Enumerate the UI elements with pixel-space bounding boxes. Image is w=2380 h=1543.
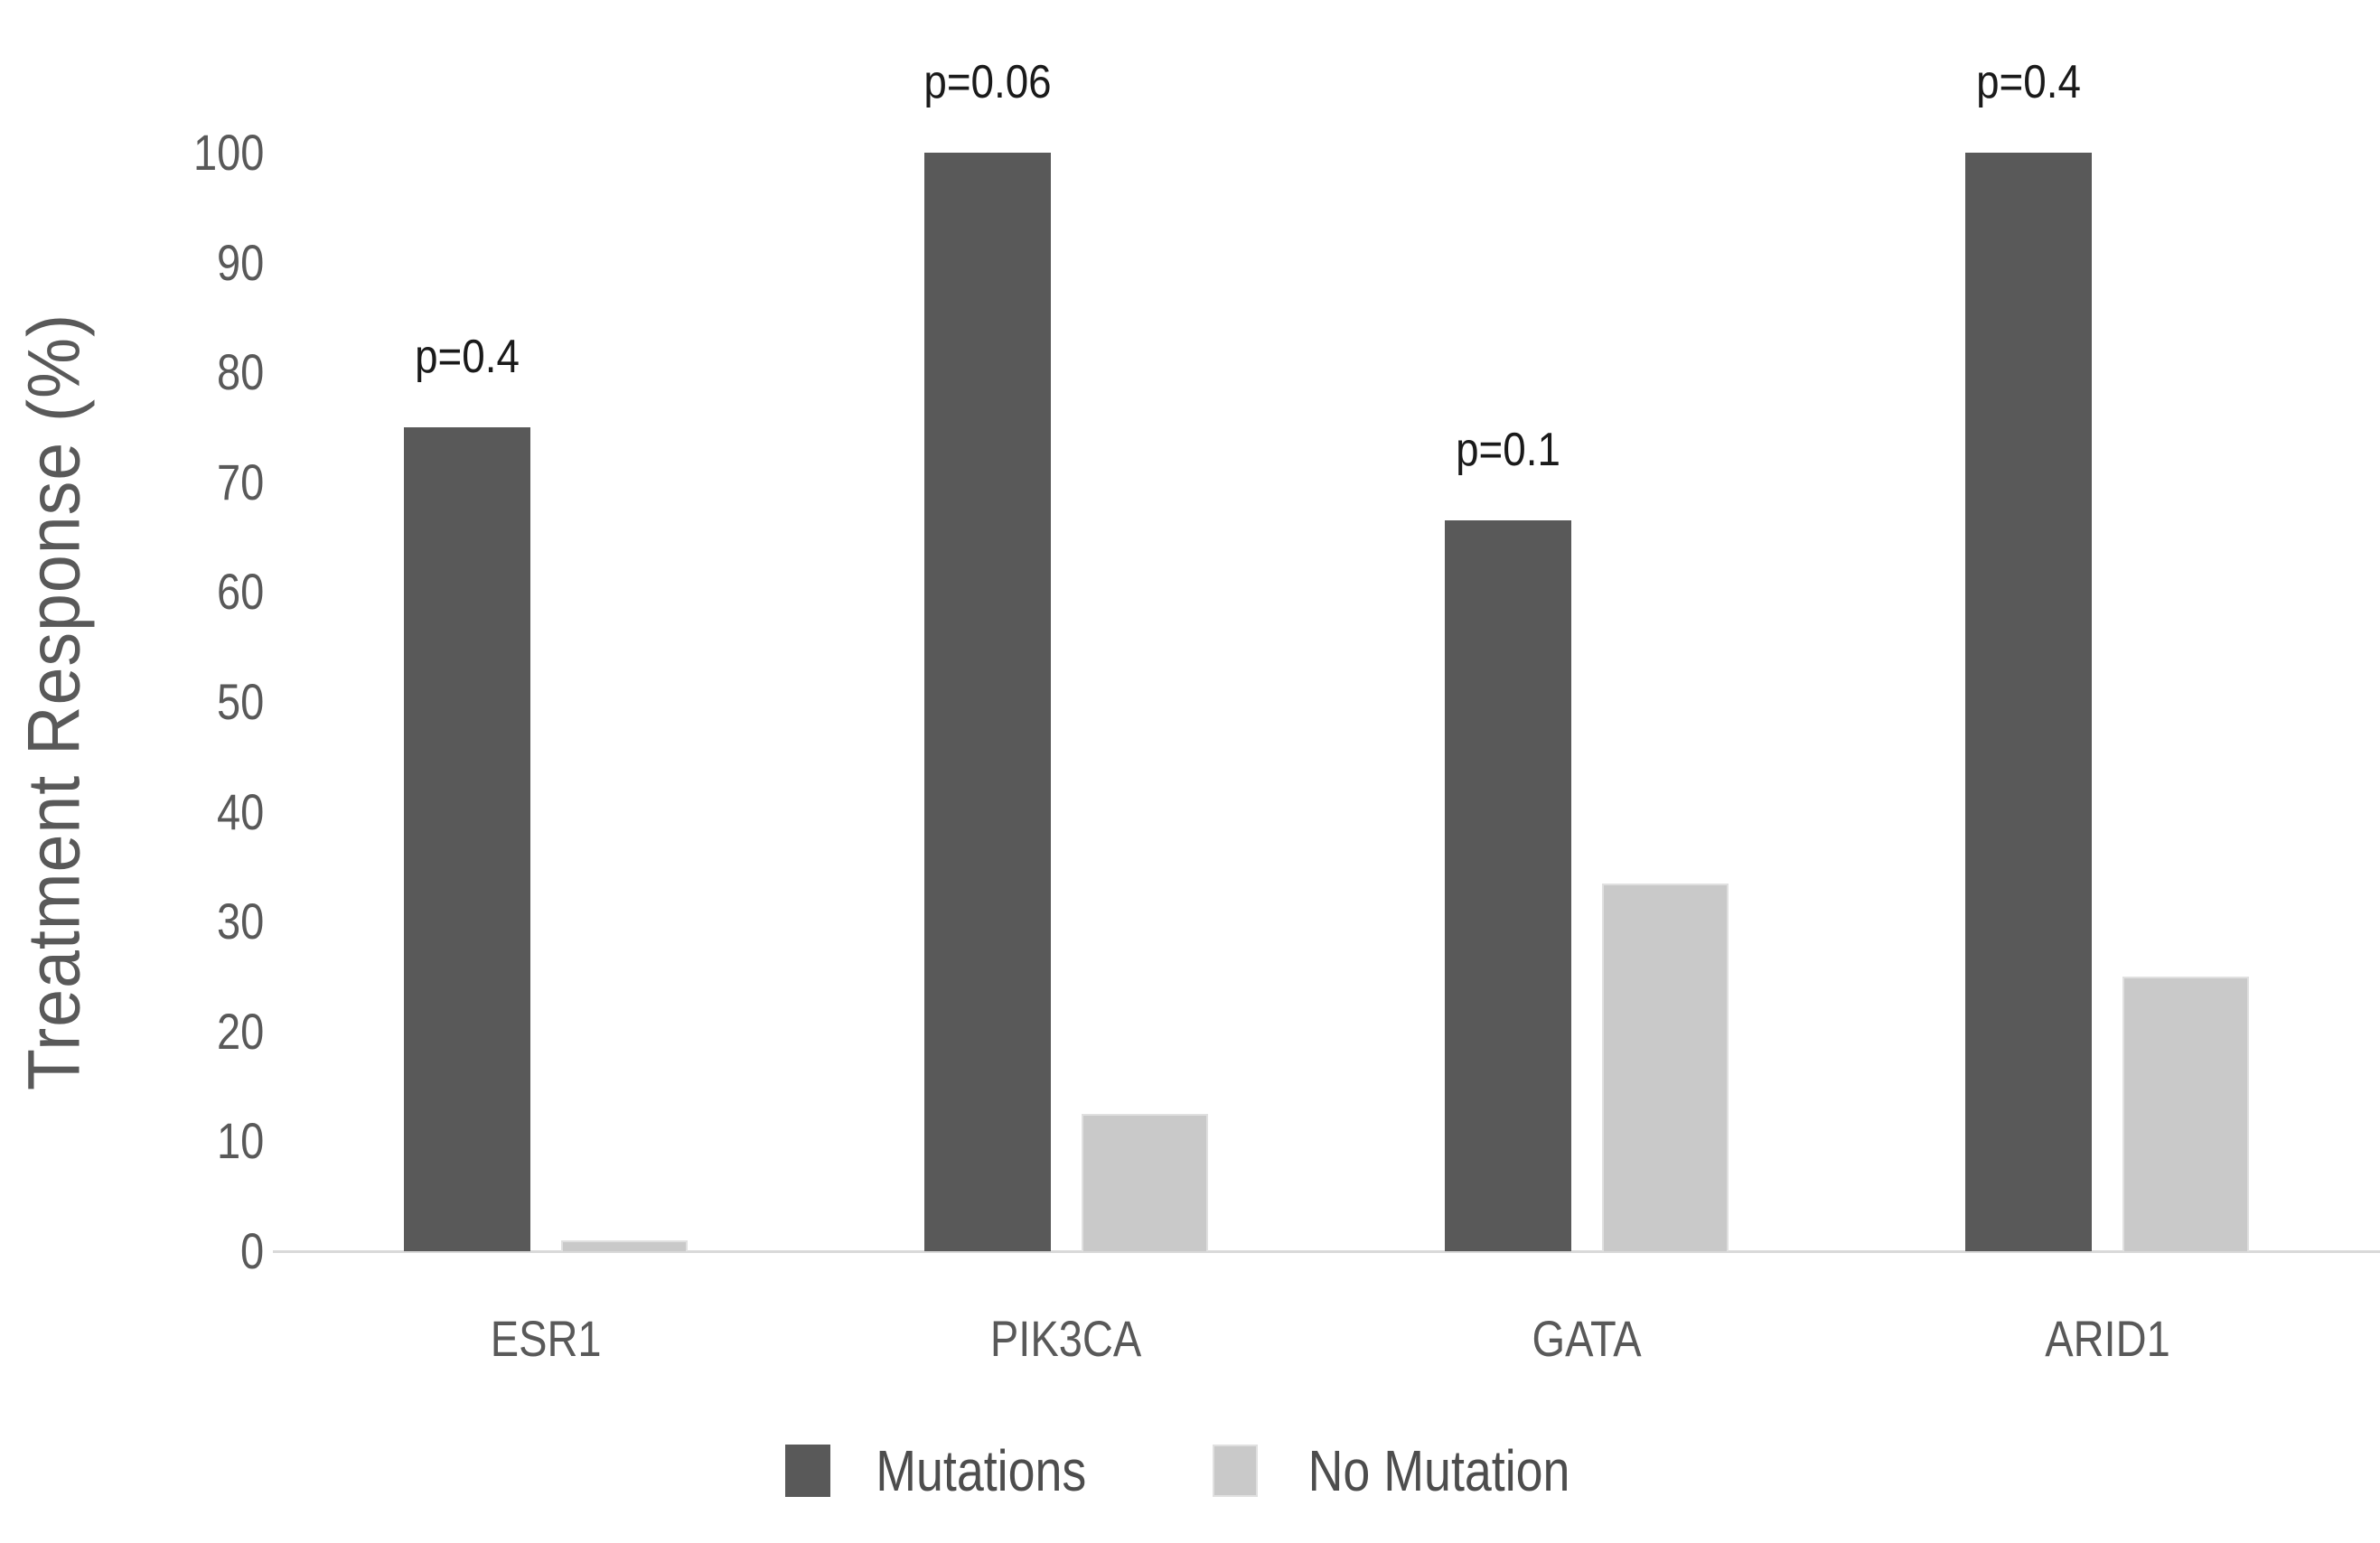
bar-group-gata: p=0.1 — [1326, 153, 1847, 1251]
legend: Mutations No Mutation — [0, 1442, 2380, 1500]
x-category-text: ESR1 — [490, 1310, 602, 1367]
bar-group-arid1: p=0.4 — [1847, 59, 2367, 1251]
y-tick-text: 40 — [216, 782, 264, 840]
legend-swatch-mutations — [784, 1445, 830, 1497]
bar-group-pik3ca: p=0.06 — [806, 59, 1326, 1251]
y-tick-label: 90 — [0, 233, 264, 291]
y-tick-text: 50 — [216, 673, 264, 730]
x-category-label-arid1: ARID1 — [1847, 1312, 2367, 1366]
y-tick-label: 30 — [0, 896, 264, 947]
legend-item-mutations: Mutations — [784, 1438, 1106, 1503]
x-category-label-gata: GATA — [1326, 1312, 1847, 1366]
y-tick-text: 100 — [192, 124, 264, 181]
y-tick-label: 50 — [0, 677, 264, 727]
y-tick-label: 60 — [0, 566, 264, 617]
bar-mutations-pik3ca: p=0.06 — [923, 59, 1052, 1251]
bar-mutations-arid1: p=0.4 — [1965, 59, 2092, 1251]
y-axis-tick-labels: 0 10 20 30 40 50 60 70 80 90 100 — [0, 0, 264, 1543]
bar-groups: p=0.4 p=0.06 p=0.1 p=0.4 — [286, 59, 2367, 1251]
y-tick-text: 20 — [216, 1002, 264, 1060]
x-category-label-esr1: ESR1 — [286, 1312, 806, 1366]
y-tick-text: 70 — [216, 453, 264, 510]
y-tick-label: 10 — [0, 1116, 264, 1166]
y-tick-text: 0 — [239, 1222, 264, 1279]
x-axis-category-labels: ESR1 PIK3CA GATA ARID1 — [286, 1312, 2367, 1366]
bar-mutations-esr1: p=0.4 — [404, 333, 530, 1251]
bar-group-esr1: p=0.4 — [286, 153, 806, 1251]
y-tick-label: 0 — [0, 1226, 264, 1276]
y-tick-label: 20 — [0, 1002, 264, 1060]
legend-item-no-mutation: No Mutation — [1213, 1442, 1595, 1500]
y-tick-label: 80 — [0, 347, 264, 397]
p-value-label: p=0.06 — [923, 56, 1052, 108]
x-category-text: ARID1 — [2044, 1310, 2170, 1367]
plot-area: p=0.4 p=0.06 p=0.1 p=0.4 — [273, 59, 2380, 1253]
bar-mutations-gata: p=0.1 — [1445, 426, 1571, 1251]
y-tick-text: 80 — [216, 343, 264, 401]
p-value-label: p=0.4 — [1976, 56, 2081, 108]
y-tick-label: 100 — [0, 127, 264, 178]
x-category-label-pik3ca: PIK3CA — [806, 1312, 1326, 1366]
x-category-text: GATA — [1532, 1310, 1642, 1367]
bar-no-mutation-gata — [1602, 883, 1729, 1251]
p-value-label: p=0.1 — [1456, 424, 1560, 477]
y-tick-text: 30 — [216, 893, 264, 950]
legend-label: Mutations — [875, 1438, 1087, 1503]
y-tick-label: 70 — [0, 453, 264, 510]
y-tick-label: 40 — [0, 782, 264, 840]
bar-no-mutation-esr1 — [561, 1239, 688, 1251]
legend-label: No Mutation — [1307, 1438, 1570, 1503]
bar-no-mutation-pik3ca — [1082, 1114, 1208, 1251]
y-tick-text: 90 — [216, 233, 264, 291]
y-tick-text: 10 — [216, 1112, 264, 1170]
x-category-text: PIK3CA — [990, 1310, 1142, 1367]
bar-no-mutation-arid1 — [2122, 977, 2249, 1251]
legend-swatch-no-mutation — [1213, 1445, 1259, 1497]
y-tick-text: 60 — [216, 563, 264, 621]
x-axis-line — [273, 1250, 2380, 1253]
p-value-label: p=0.4 — [415, 331, 520, 383]
